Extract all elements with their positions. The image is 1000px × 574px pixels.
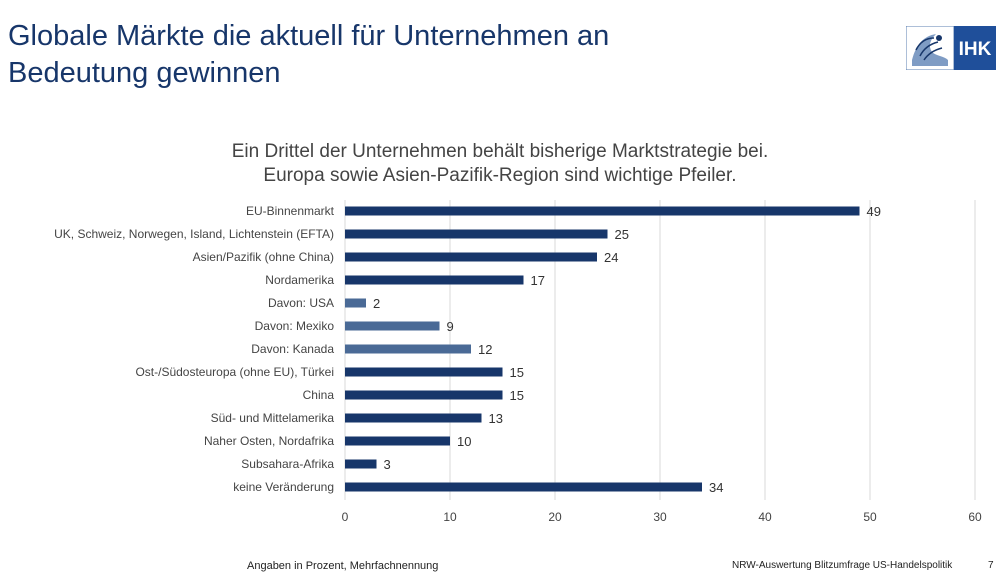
x-tick-label: 60 — [968, 510, 982, 524]
x-tick-label: 40 — [758, 510, 772, 524]
value-label: 2 — [373, 296, 380, 311]
chart-title: Ein Drittel der Unternehmen behält bishe… — [100, 140, 900, 188]
category-label: Naher Osten, Nordafrika — [204, 434, 334, 448]
category-label: Süd- und Mittelamerika — [211, 411, 335, 425]
category-label: Asien/Pazifik (ohne China) — [193, 250, 334, 264]
bar — [345, 321, 440, 331]
chart-title-line-1: Ein Drittel der Unternehmen behält bishe… — [231, 141, 769, 162]
category-labels: EU-Binnenmarkt UK, Schweiz, Norwegen, Isl… — [54, 204, 335, 494]
ihk-logo-graphic: IHK — [905, 25, 996, 71]
value-label: 15 — [510, 388, 524, 403]
bar — [345, 206, 860, 216]
value-label: 34 — [709, 480, 723, 495]
bar — [345, 436, 450, 446]
value-label: 49 — [867, 204, 881, 219]
bars — [345, 206, 860, 492]
bar — [345, 275, 524, 285]
x-tick-label: 20 — [548, 510, 562, 524]
grid-lines — [344, 200, 976, 500]
bar — [345, 459, 377, 469]
page-number: 7 — [988, 560, 994, 571]
value-label: 25 — [615, 227, 629, 242]
value-labels: 49 25 24 17 2 9 12 15 15 13 10 3 34 — [373, 204, 881, 495]
category-label: keine Veränderung — [233, 480, 334, 494]
bar — [345, 482, 702, 492]
value-label: 24 — [604, 250, 618, 265]
x-tick-label: 0 — [342, 510, 349, 524]
page-title-line-2: Bedeutung gewinnen — [8, 57, 281, 89]
value-label: 15 — [510, 365, 524, 380]
category-label: EU-Binnenmarkt — [246, 204, 335, 218]
value-label: 10 — [457, 434, 471, 449]
bar — [345, 413, 482, 423]
value-label: 17 — [531, 273, 545, 288]
category-label: Ost-/Südosteuropa (ohne EU), Türkei — [135, 365, 334, 379]
page-title: Globale Märkte die aktuell für Unternehm… — [8, 18, 848, 92]
footer-source: NRW-Auswertung Blitzumfrage US-Handelspo… — [732, 560, 953, 571]
value-label: 9 — [447, 319, 454, 334]
category-label: Davon: Mexiko — [255, 319, 335, 333]
category-label: Davon: USA — [268, 296, 334, 310]
category-label: Subsahara-Afrika — [241, 457, 334, 471]
category-label: Davon: Kanada — [251, 342, 334, 356]
footnote: Angaben in Prozent, Mehrfachnennung — [247, 560, 439, 572]
x-tick-label: 50 — [863, 510, 877, 524]
category-label: UK, Schweiz, Norwegen, Island, Lichtenst… — [54, 227, 334, 241]
value-label: 12 — [478, 342, 492, 357]
bar — [345, 344, 471, 354]
bar — [345, 252, 597, 262]
bar — [345, 367, 503, 377]
bar — [345, 298, 366, 308]
category-label: China — [303, 388, 335, 402]
value-label: 13 — [489, 411, 503, 426]
x-tick-label: 10 — [443, 510, 457, 524]
value-label: 3 — [384, 457, 391, 472]
category-label: Nordamerika — [265, 273, 334, 287]
bar-chart: EU-Binnenmarkt UK, Schweiz, Norwegen, Isl… — [54, 200, 982, 524]
x-tick-label: 30 — [653, 510, 667, 524]
chart-title-line-2: Europa sowie Asien-Pazifik-Region sind w… — [263, 165, 737, 186]
bar — [345, 229, 608, 239]
page-title-line-1: Globale Märkte die aktuell für Unternehm… — [8, 20, 610, 52]
ihk-logo: IHK — [905, 25, 996, 71]
x-axis-ticks: 0 10 20 30 40 50 60 — [342, 510, 982, 524]
logo-text: IHK — [959, 39, 992, 60]
bar — [345, 390, 503, 400]
